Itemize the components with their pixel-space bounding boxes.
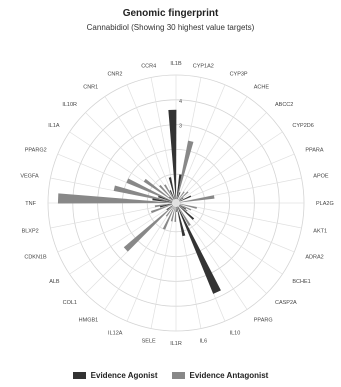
- category-label: IL1A: [48, 123, 60, 129]
- bar-antagonist: [179, 203, 197, 209]
- bar-agonist: [169, 196, 174, 201]
- chart-subtitle: Cannabidiol (Showing 30 highest value ta…: [86, 23, 255, 32]
- category-label: IL12A: [108, 330, 123, 336]
- category-label: PPARA: [305, 147, 324, 153]
- bar-antagonist: [154, 203, 173, 208]
- category-label: IL10R: [62, 102, 77, 108]
- category-label: IL1B: [170, 61, 182, 67]
- category-label: CYP2D6: [292, 123, 313, 129]
- category-label: HMGB1: [79, 317, 99, 323]
- bar-antagonist: [57, 193, 173, 204]
- bar-agonist: [158, 195, 173, 202]
- bar-antagonist: [179, 204, 192, 211]
- bar-antagonist: [165, 206, 174, 217]
- legend-item-agonist[interactable]: Evidence Agonist: [72, 371, 158, 380]
- grid-spoke: [175, 96, 248, 204]
- radial-tick-label: 3: [179, 124, 182, 130]
- category-labels: IL1B CYP1A2 CYP3P ACHE ABCC2 CYP2D6 PPARA APOE P…: [20, 61, 333, 347]
- bar-agonist: [179, 195, 192, 202]
- category-label: CASP2A: [275, 300, 297, 306]
- grid-spoke: [175, 202, 283, 275]
- grid-spoke: [69, 202, 177, 275]
- polar-bars: [57, 109, 221, 294]
- legend: Evidence Agonist Evidence Antagonist: [0, 371, 341, 380]
- bar-antagonist: [162, 206, 175, 230]
- legend-label-antagonist: Evidence Antagonist: [189, 371, 269, 380]
- category-label: SELE: [142, 338, 156, 344]
- category-label: IL10: [230, 330, 241, 336]
- bar-agonist: [169, 190, 175, 200]
- legend-label-agonist: Evidence Agonist: [90, 371, 158, 380]
- category-label: CCR4: [141, 64, 156, 70]
- bar-agonist: [175, 206, 177, 212]
- category-label: ADRA2: [305, 255, 323, 261]
- category-label: VEGFA: [20, 174, 39, 180]
- grid-spoke: [175, 112, 267, 204]
- category-label: PLA2G: [316, 201, 334, 207]
- bar-agonist: [168, 177, 176, 200]
- bar-antagonist: [113, 185, 173, 203]
- category-label: TNF: [25, 201, 36, 207]
- bar-agonist: [168, 109, 177, 200]
- bar-antagonist: [123, 205, 174, 252]
- category-label: BCHE1: [292, 279, 310, 285]
- bar-agonist: [178, 205, 195, 220]
- bar-antagonist: [179, 195, 215, 203]
- bar-antagonist: [143, 178, 173, 201]
- grid-spoke: [126, 84, 177, 204]
- category-label: CDKN1B: [24, 255, 47, 261]
- radial-tick-label: 4: [179, 99, 182, 105]
- bar-antagonist: [170, 206, 176, 222]
- category-label: IL6: [199, 338, 207, 344]
- grid-spoke: [175, 202, 295, 253]
- bar-agonist: [177, 192, 181, 200]
- bar-antagonist: [126, 178, 173, 202]
- category-label: PPARG2: [25, 147, 47, 153]
- legend-swatch-agonist: [72, 372, 86, 379]
- category-label: ABCC2: [275, 102, 293, 108]
- bar-agonist: [159, 203, 173, 208]
- bar-antagonist: [159, 184, 174, 201]
- category-label: APOE: [313, 174, 329, 180]
- grid-spoke: [150, 202, 177, 329]
- category-label: BLXP2: [22, 228, 39, 234]
- bar-antagonist: [178, 191, 189, 201]
- legend-item-antagonist[interactable]: Evidence Antagonist: [171, 371, 269, 380]
- category-label: ACHE: [254, 85, 270, 91]
- polar-grid: [47, 74, 305, 332]
- grid-spoke: [175, 84, 226, 204]
- bar-agonist: [166, 205, 173, 211]
- bar-antagonist: [164, 184, 175, 200]
- bar-antagonist: [179, 205, 188, 212]
- bar-antagonist: [174, 206, 177, 222]
- bar-antagonist: [178, 191, 185, 200]
- category-label: CYP1A2: [193, 64, 214, 70]
- radial-ticks: 43: [179, 99, 182, 130]
- category-label: AKT1: [313, 228, 327, 234]
- legend-swatch-antagonist: [171, 372, 185, 379]
- bar-antagonist: [150, 204, 173, 214]
- category-label: IL1R: [170, 341, 182, 347]
- bar-agonist: [176, 206, 186, 237]
- category-label: CYP3P: [230, 72, 248, 78]
- bar-agonist: [177, 206, 221, 294]
- grid-spoke: [175, 131, 283, 204]
- chart-title: Genomic fingerprint: [122, 8, 219, 19]
- category-label: ALB: [49, 279, 60, 285]
- category-label: CNR1: [83, 85, 98, 91]
- bar-agonist: [179, 197, 184, 201]
- category-label: PPARG: [254, 317, 273, 323]
- category-label: CNR2: [107, 72, 122, 78]
- bar-antagonist: [177, 206, 191, 227]
- grid-spoke: [104, 202, 177, 310]
- grid-spoke: [175, 153, 295, 204]
- category-label: COL1: [63, 300, 77, 306]
- bar-antagonist: [176, 140, 194, 200]
- bar-agonist: [179, 204, 187, 210]
